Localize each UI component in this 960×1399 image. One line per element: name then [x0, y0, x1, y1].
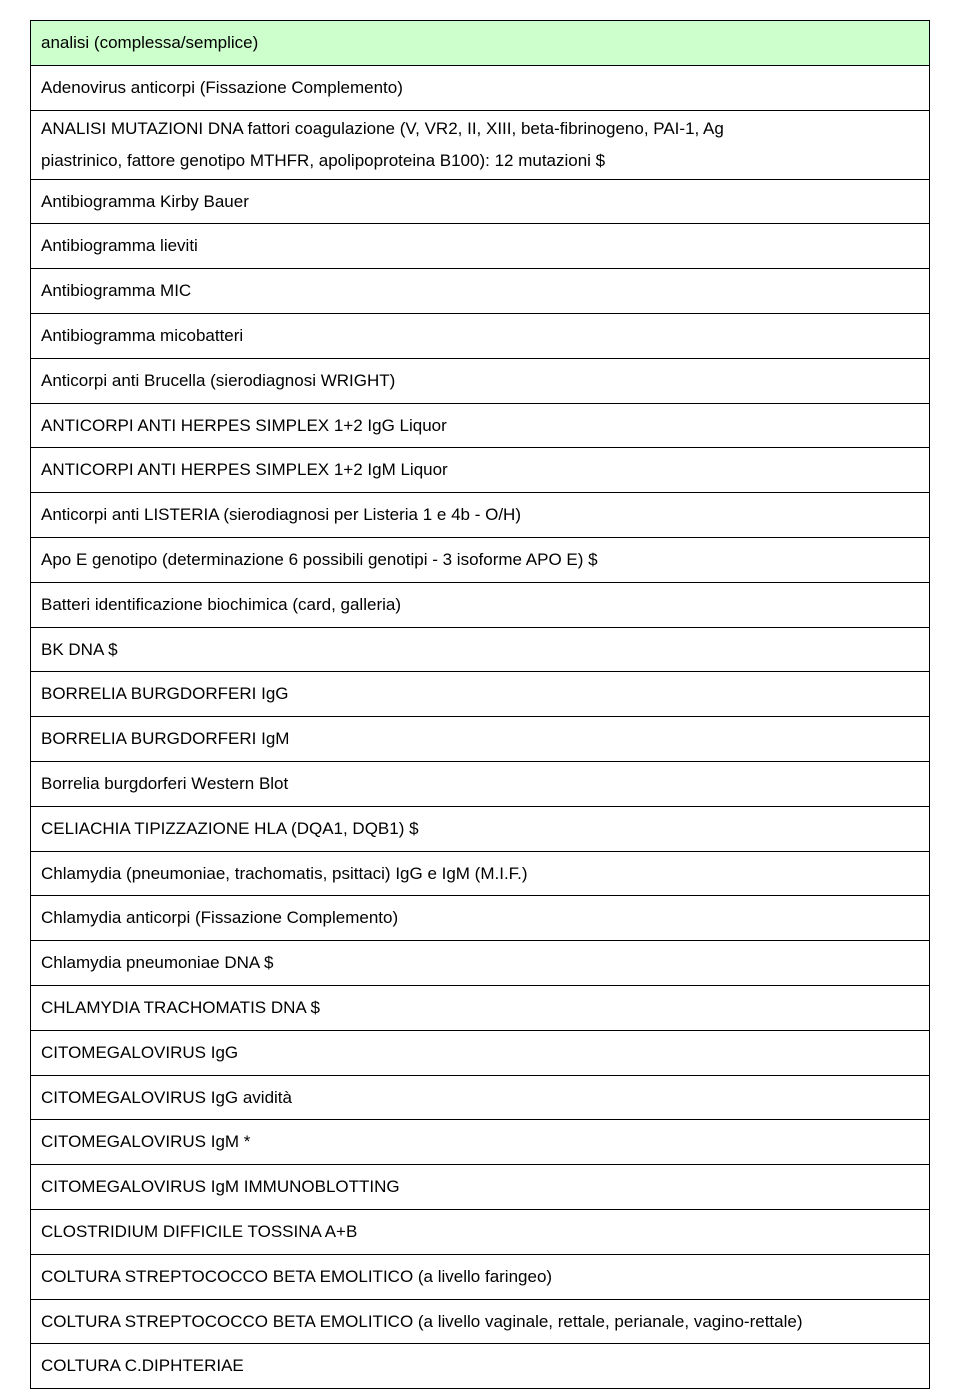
cell-text: CHLAMYDIA TRACHOMATIS DNA $ [41, 998, 320, 1017]
cell-text: BK DNA $ [41, 640, 118, 659]
table-row: ANALISI MUTAZIONI DNA fattori coagulazio… [31, 110, 930, 179]
table-row: BORRELIA BURGDORFERI IgG [31, 672, 930, 717]
table-cell: Antibiogramma lieviti [31, 224, 930, 269]
table-row: ANTICORPI ANTI HERPES SIMPLEX 1+2 IgG Li… [31, 403, 930, 448]
clipped-line-upper: ANALISI MUTAZIONI DNA fattori coagulazio… [41, 117, 919, 141]
table-row: Chlamydia anticorpi (Fissazione Compleme… [31, 896, 930, 941]
table-cell: BK DNA $ [31, 627, 930, 672]
cell-text: Adenovirus anticorpi (Fissazione Complem… [41, 78, 403, 97]
cell-text: CITOMEGALOVIRUS IgM IMMUNOBLOTTING [41, 1177, 400, 1196]
table-cell: Antibiogramma micobatteri [31, 313, 930, 358]
cell-text: Chlamydia pneumoniae DNA $ [41, 953, 273, 972]
table-row: Apo E genotipo (determinazione 6 possibi… [31, 537, 930, 582]
table-row: Anticorpi anti LISTERIA (sierodiagnosi p… [31, 493, 930, 538]
cell-text: COLTURA STREPTOCOCCO BETA EMOLITICO (a l… [41, 1267, 552, 1286]
table-row: Anticorpi anti Brucella (sierodiagnosi W… [31, 358, 930, 403]
cell-text: CLOSTRIDIUM DIFFICILE TOSSINA A+B [41, 1222, 357, 1241]
table-cell: BORRELIA BURGDORFERI IgG [31, 672, 930, 717]
table-cell: Anticorpi anti Brucella (sierodiagnosi W… [31, 358, 930, 403]
table-cell: CHLAMYDIA TRACHOMATIS DNA $ [31, 985, 930, 1030]
cell-text: Anticorpi anti Brucella (sierodiagnosi W… [41, 371, 395, 390]
table-cell: Borrelia burgdorferi Western Blot [31, 761, 930, 806]
table-row: Antibiogramma Kirby Bauer [31, 179, 930, 224]
table-cell: Chlamydia (pneumoniae, trachomatis, psit… [31, 851, 930, 896]
table-cell: Chlamydia anticorpi (Fissazione Compleme… [31, 896, 930, 941]
table-row: COLTURA STREPTOCOCCO BETA EMOLITICO (a l… [31, 1299, 930, 1344]
cell-text: COLTURA C.DIPHTERIAE [41, 1356, 244, 1375]
cell-text: Borrelia burgdorferi Western Blot [41, 774, 288, 793]
table-row: Antibiogramma MIC [31, 269, 930, 314]
cell-text: BORRELIA BURGDORFERI IgG [41, 684, 289, 703]
table-row: CITOMEGALOVIRUS IgG avidità [31, 1075, 930, 1120]
cell-text: Chlamydia (pneumoniae, trachomatis, psit… [41, 864, 528, 883]
table-cell: COLTURA STREPTOCOCCO BETA EMOLITICO (a l… [31, 1299, 930, 1344]
table-row: Adenovirus anticorpi (Fissazione Complem… [31, 65, 930, 110]
table-row: Batteri identificazione biochimica (card… [31, 582, 930, 627]
table-row: Borrelia burgdorferi Western Blot [31, 761, 930, 806]
table-cell: ANALISI MUTAZIONI DNA fattori coagulazio… [31, 110, 930, 179]
table-row: CITOMEGALOVIRUS IgG [31, 1030, 930, 1075]
table-cell: COLTURA C.DIPHTERIAE [31, 1344, 930, 1389]
table-cell: Adenovirus anticorpi (Fissazione Complem… [31, 65, 930, 110]
analysis-table: analisi (complessa/semplice) Adenovirus … [30, 20, 930, 1389]
cell-text: CITOMEGALOVIRUS IgG [41, 1043, 238, 1062]
table-header-cell: analisi (complessa/semplice) [31, 21, 930, 66]
cell-text: Antibiogramma lieviti [41, 236, 198, 255]
table-row: ANTICORPI ANTI HERPES SIMPLEX 1+2 IgM Li… [31, 448, 930, 493]
table-row: Chlamydia (pneumoniae, trachomatis, psit… [31, 851, 930, 896]
table-row: COLTURA C.DIPHTERIAE [31, 1344, 930, 1389]
table-cell: BORRELIA BURGDORFERI IgM [31, 717, 930, 762]
cell-text: Antibiogramma micobatteri [41, 326, 243, 345]
cell-text: CITOMEGALOVIRUS IgM * [41, 1132, 250, 1151]
clipped-line-lower: piastrinico, fattore genotipo MTHFR, apo… [41, 149, 919, 173]
table-cell: Anticorpi anti LISTERIA (sierodiagnosi p… [31, 493, 930, 538]
cell-text: Antibiogramma Kirby Bauer [41, 192, 249, 211]
table-row: Antibiogramma micobatteri [31, 313, 930, 358]
cell-text: COLTURA STREPTOCOCCO BETA EMOLITICO (a l… [41, 1312, 803, 1331]
table-cell: Batteri identificazione biochimica (card… [31, 582, 930, 627]
table-body: analisi (complessa/semplice) Adenovirus … [31, 21, 930, 1389]
cell-text: BORRELIA BURGDORFERI IgM [41, 729, 289, 748]
table-cell: CITOMEGALOVIRUS IgG avidità [31, 1075, 930, 1120]
table-cell: CITOMEGALOVIRUS IgM IMMUNOBLOTTING [31, 1165, 930, 1210]
cell-text: CITOMEGALOVIRUS IgG avidità [41, 1088, 292, 1107]
table-row: Antibiogramma lieviti [31, 224, 930, 269]
table-cell: CLOSTRIDIUM DIFFICILE TOSSINA A+B [31, 1209, 930, 1254]
table-row: CHLAMYDIA TRACHOMATIS DNA $ [31, 985, 930, 1030]
table-cell: CELIACHIA TIPIZZAZIONE HLA (DQA1, DQB1) … [31, 806, 930, 851]
table-header-text: analisi (complessa/semplice) [41, 33, 258, 52]
table-row: CITOMEGALOVIRUS IgM * [31, 1120, 930, 1165]
table-cell: Chlamydia pneumoniae DNA $ [31, 941, 930, 986]
table-header-row: analisi (complessa/semplice) [31, 21, 930, 66]
table-row: CITOMEGALOVIRUS IgM IMMUNOBLOTTING [31, 1165, 930, 1210]
cell-text: Anticorpi anti LISTERIA (sierodiagnosi p… [41, 505, 521, 524]
table-cell: ANTICORPI ANTI HERPES SIMPLEX 1+2 IgM Li… [31, 448, 930, 493]
table-row: Chlamydia pneumoniae DNA $ [31, 941, 930, 986]
table-row: BORRELIA BURGDORFERI IgM [31, 717, 930, 762]
table-row: COLTURA STREPTOCOCCO BETA EMOLITICO (a l… [31, 1254, 930, 1299]
table-cell: CITOMEGALOVIRUS IgG [31, 1030, 930, 1075]
cell-text: Chlamydia anticorpi (Fissazione Compleme… [41, 908, 398, 927]
cell-text: ANTICORPI ANTI HERPES SIMPLEX 1+2 IgM Li… [41, 460, 448, 479]
document-container: analisi (complessa/semplice) Adenovirus … [30, 20, 930, 1389]
table-cell: Apo E genotipo (determinazione 6 possibi… [31, 537, 930, 582]
table-cell: Antibiogramma Kirby Bauer [31, 179, 930, 224]
cell-text: ANTICORPI ANTI HERPES SIMPLEX 1+2 IgG Li… [41, 416, 447, 435]
table-row: CLOSTRIDIUM DIFFICILE TOSSINA A+B [31, 1209, 930, 1254]
table-row: BK DNA $ [31, 627, 930, 672]
cell-text: Apo E genotipo (determinazione 6 possibi… [41, 550, 598, 569]
table-cell: CITOMEGALOVIRUS IgM * [31, 1120, 930, 1165]
table-cell: COLTURA STREPTOCOCCO BETA EMOLITICO (a l… [31, 1254, 930, 1299]
cell-text: CELIACHIA TIPIZZAZIONE HLA (DQA1, DQB1) … [41, 819, 419, 838]
table-cell: Antibiogramma MIC [31, 269, 930, 314]
table-cell: ANTICORPI ANTI HERPES SIMPLEX 1+2 IgG Li… [31, 403, 930, 448]
table-row: CELIACHIA TIPIZZAZIONE HLA (DQA1, DQB1) … [31, 806, 930, 851]
cell-text: Batteri identificazione biochimica (card… [41, 595, 401, 614]
cell-text: Antibiogramma MIC [41, 281, 191, 300]
